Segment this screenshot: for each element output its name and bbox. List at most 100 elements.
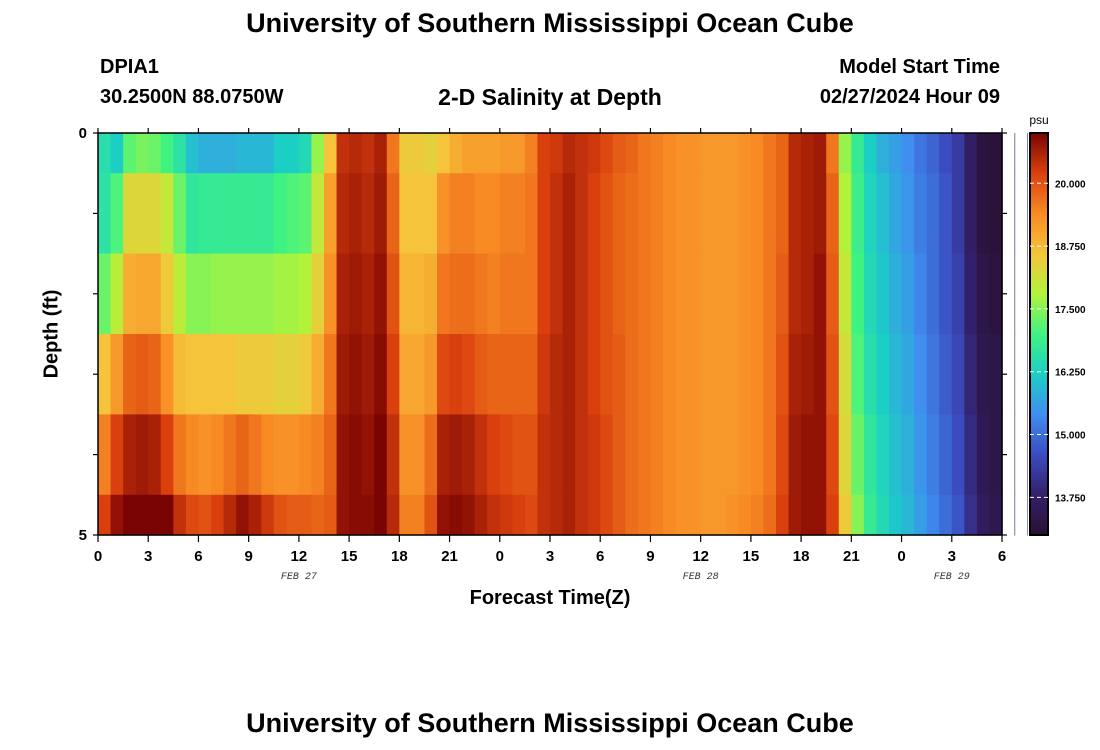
heatmap-cell	[248, 334, 262, 415]
station-id: DPIA1	[100, 56, 159, 78]
heatmap-cell	[223, 133, 237, 174]
heatmap-cell	[160, 253, 174, 335]
heatmap-cell	[173, 494, 187, 536]
heatmap-cell	[311, 334, 325, 415]
heatmap-cell	[361, 494, 375, 536]
heatmap-cell	[349, 414, 363, 496]
heatmap-cell	[951, 334, 965, 415]
heatmap-cell	[135, 334, 149, 415]
x-axis: 0 3 6 9 12 15 18 21 0 3 6 9 12 15 18 21 0 3 6	[94, 128, 1006, 565]
heatmap-cell	[449, 414, 463, 496]
heatmap-cell	[462, 133, 476, 174]
x-tick-label: 9	[244, 548, 252, 565]
heatmap-cell	[889, 253, 903, 335]
heatmap-cell	[236, 494, 250, 536]
heatmap-cell	[98, 414, 112, 496]
heatmap-cell	[964, 133, 978, 174]
heatmap-cell	[876, 414, 890, 496]
heatmap-cell	[211, 414, 225, 496]
heatmap-cell	[1027, 173, 1028, 255]
heatmap-cell	[399, 133, 413, 174]
heatmap-cell	[612, 253, 626, 335]
heatmap-cell	[550, 253, 564, 335]
heatmap-cell	[286, 414, 300, 496]
heatmap-cell	[160, 173, 174, 255]
heatmap-cell	[600, 173, 614, 255]
x-tick-label: 3	[948, 548, 956, 565]
heatmap-cell	[487, 494, 501, 536]
footer-title: University of Southern Mississippi Ocean…	[246, 708, 854, 738]
heatmap-cell	[499, 253, 513, 335]
heatmap-cell	[788, 414, 802, 496]
heatmap-cell	[1027, 253, 1028, 335]
heatmap-cell	[826, 173, 840, 255]
heatmap-cell	[537, 133, 551, 174]
heatmap-cell	[148, 494, 162, 536]
heatmap-cell	[198, 173, 212, 255]
heatmap-cell	[550, 133, 564, 174]
y-axis-title: Depth (ft)	[40, 289, 63, 379]
heatmap-cell	[361, 334, 375, 415]
heatmap-cell	[462, 173, 476, 255]
heatmap-cell	[964, 414, 978, 496]
heatmap-cell	[801, 253, 815, 335]
heatmap-cell	[650, 133, 664, 174]
heatmap-cell	[248, 173, 262, 255]
heatmap-cell	[399, 253, 413, 335]
heatmap-cell	[437, 133, 451, 174]
x-tick-label: 12	[291, 548, 308, 565]
heatmap-cell	[625, 494, 639, 536]
x-tick-label: 21	[843, 548, 860, 565]
heatmap-cell	[700, 334, 714, 415]
heatmap-cell	[851, 133, 865, 174]
heatmap-cell	[625, 414, 639, 496]
heatmap-cell	[298, 173, 313, 255]
heatmap-cell	[889, 494, 903, 536]
heatmap-cell	[612, 334, 626, 415]
heatmap-cell	[675, 334, 689, 415]
heatmap-cell	[763, 494, 777, 536]
heatmap-cell	[738, 414, 752, 496]
heatmap-cell	[813, 173, 827, 255]
x-tick-label: 9	[646, 548, 654, 565]
heatmap-cell	[248, 253, 262, 335]
heatmap-cell	[826, 494, 840, 536]
heatmap-cell	[236, 173, 250, 255]
heatmap-cell	[725, 494, 739, 536]
heatmap-cell	[650, 173, 664, 255]
heatmap-cell	[575, 494, 589, 536]
heatmap-cell	[600, 414, 614, 496]
heatmap-cell	[537, 173, 551, 255]
heatmap-cell	[298, 494, 313, 536]
heatmap-cell	[524, 173, 539, 255]
heatmap-cell	[964, 253, 978, 335]
heatmap-cell	[324, 133, 338, 174]
heatmap-cell	[537, 414, 551, 496]
heatmap-cell	[273, 253, 287, 335]
heatmap-cell	[939, 173, 953, 255]
heatmap-cell	[700, 253, 714, 335]
heatmap-cell	[236, 334, 250, 415]
heatmap-cell	[1014, 414, 1016, 496]
heatmap-cell	[349, 334, 363, 415]
heatmap-cell	[248, 494, 262, 536]
heatmap-cell	[801, 414, 815, 496]
heatmap-cell	[725, 173, 739, 255]
heatmap-cell	[474, 494, 488, 536]
heatmap-cell	[236, 253, 250, 335]
heatmap-cell	[976, 494, 991, 536]
heatmap-cell	[524, 133, 539, 174]
heatmap-cell	[123, 494, 137, 536]
heatmap-cell	[273, 334, 287, 415]
colorbar-tick-label: 16.250	[1055, 368, 1086, 379]
heatmap-cell	[851, 494, 865, 536]
heatmap-cell	[763, 173, 777, 255]
heatmap-cell	[198, 494, 212, 536]
heatmap-cell	[411, 414, 426, 496]
heatmap-cell	[813, 494, 827, 536]
heatmap-cell	[123, 253, 137, 335]
heatmap-cell	[273, 494, 287, 536]
heatmap-cell	[211, 253, 225, 335]
heatmap-cell	[788, 334, 802, 415]
heatmap-cell	[612, 494, 626, 536]
